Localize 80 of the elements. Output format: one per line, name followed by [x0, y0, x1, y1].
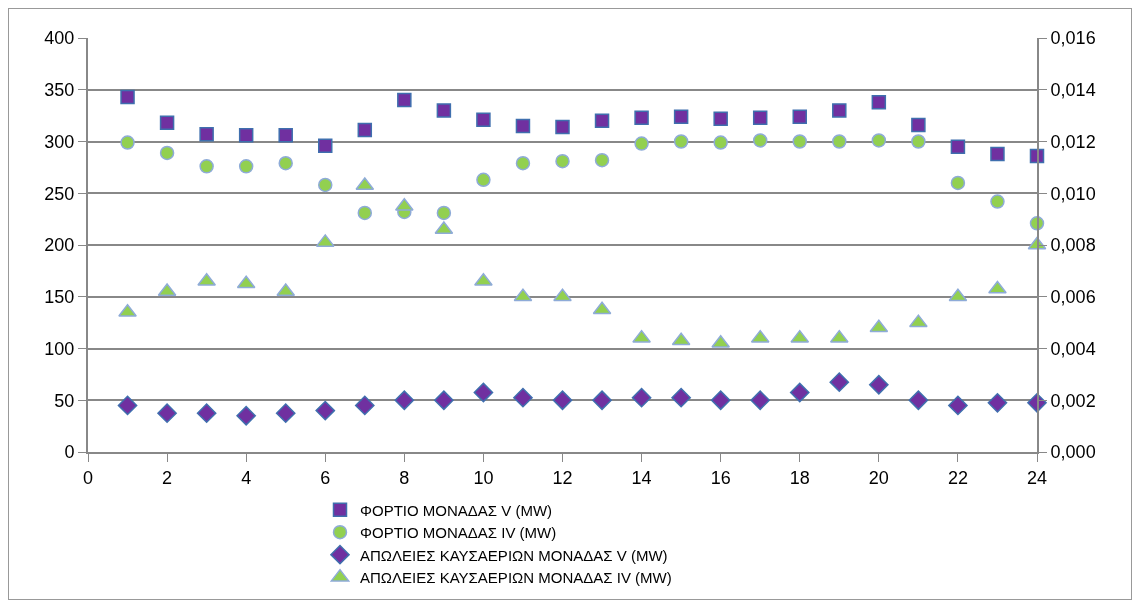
legend-label: ΑΠΩΛΕΙΕΣ ΚΑΥΣΑΕΡΙΩΝ ΜΟΝΑΔΑΣ V (MW): [360, 546, 668, 564]
x-tick-label: 12: [552, 467, 573, 488]
y2-tick-label: 0,002: [1050, 390, 1096, 411]
point: [476, 112, 491, 128]
point: [832, 134, 847, 149]
y2-tick-label: 0,014: [1050, 80, 1096, 101]
y-tick-label: 100: [44, 338, 75, 359]
x-tick-label: 18: [789, 467, 810, 488]
point: [476, 172, 491, 188]
point: [594, 113, 610, 129]
y2-tick-label: 0,006: [1050, 287, 1096, 308]
point: [199, 159, 214, 174]
x-tick-label: 20: [868, 467, 889, 488]
point: [397, 92, 412, 108]
point: [120, 135, 135, 150]
legend-label: ΑΠΩΛΕΙΕΣ ΚΑΥΣΑΕΡΙΩΝ ΜΟΝΑΔΑΣ IV (MW): [360, 569, 672, 586]
y2-tick-label: 0,000: [1050, 442, 1096, 463]
y-tick-label: 200: [44, 235, 75, 256]
point: [594, 152, 610, 168]
x-tick-label: 0: [82, 467, 94, 488]
point: [238, 159, 254, 174]
point: [792, 109, 807, 124]
y-tick-label: 350: [44, 80, 75, 101]
y-tick-label: 50: [54, 390, 75, 411]
point: [713, 111, 728, 126]
point: [357, 205, 373, 221]
x-tick-label: 10: [473, 467, 494, 488]
point: [515, 118, 531, 134]
x-tick-label: 4: [241, 467, 252, 488]
point: [555, 153, 570, 169]
y-tick-label: 250: [44, 183, 75, 204]
point: [199, 127, 214, 142]
point: [990, 194, 1005, 209]
y2-tick-label: 0,008: [1050, 235, 1096, 256]
point: [752, 110, 768, 125]
point: [911, 117, 926, 133]
x-tick-label: 14: [631, 467, 652, 488]
point: [515, 155, 531, 171]
x-tick-label: 22: [947, 467, 968, 488]
point: [634, 136, 649, 151]
x-tick-label: 16: [710, 467, 731, 488]
point: [159, 115, 175, 131]
y-tick-label: 150: [44, 287, 75, 308]
point: [278, 155, 293, 171]
point: [159, 145, 175, 161]
point: [871, 133, 887, 148]
point: [120, 89, 135, 105]
point: [911, 134, 926, 149]
point: [990, 146, 1005, 162]
point: [555, 119, 570, 135]
y2-tick-label: 0,004: [1050, 338, 1096, 359]
point: [436, 205, 452, 221]
y-tick-label: 300: [44, 131, 75, 152]
point: [713, 135, 728, 150]
point: [673, 134, 689, 149]
y-tick-label: 0: [64, 442, 75, 463]
y2-tick-label: 0,012: [1050, 131, 1096, 152]
legend-label: ΦΟΡΤΙΟ ΜΟΝΑΔΑΣ IV (MW): [360, 524, 557, 541]
point: [792, 134, 807, 149]
point: [950, 175, 966, 191]
x-tick-label: 24: [1026, 467, 1048, 488]
legend-label: ΦΟΡΤΙΟ ΜΟΝΑΔΑΣ V (MW): [360, 501, 553, 519]
point: [238, 128, 254, 143]
point: [318, 177, 333, 193]
y-tick-label: 400: [44, 28, 75, 49]
x-tick-label: 8: [399, 467, 410, 488]
x-tick-label: 2: [162, 467, 173, 488]
point: [436, 103, 452, 118]
y2-tick-label: 0,010: [1050, 183, 1096, 204]
point: [634, 110, 649, 125]
point: [832, 103, 847, 118]
point: [673, 109, 689, 124]
point: [950, 139, 966, 154]
point: [752, 133, 768, 148]
point: [871, 94, 887, 110]
point: [318, 138, 333, 153]
x-tick-label: 6: [320, 467, 331, 488]
y2-tick-label: 0,016: [1050, 28, 1096, 49]
point: [357, 122, 373, 138]
point: [278, 128, 293, 143]
